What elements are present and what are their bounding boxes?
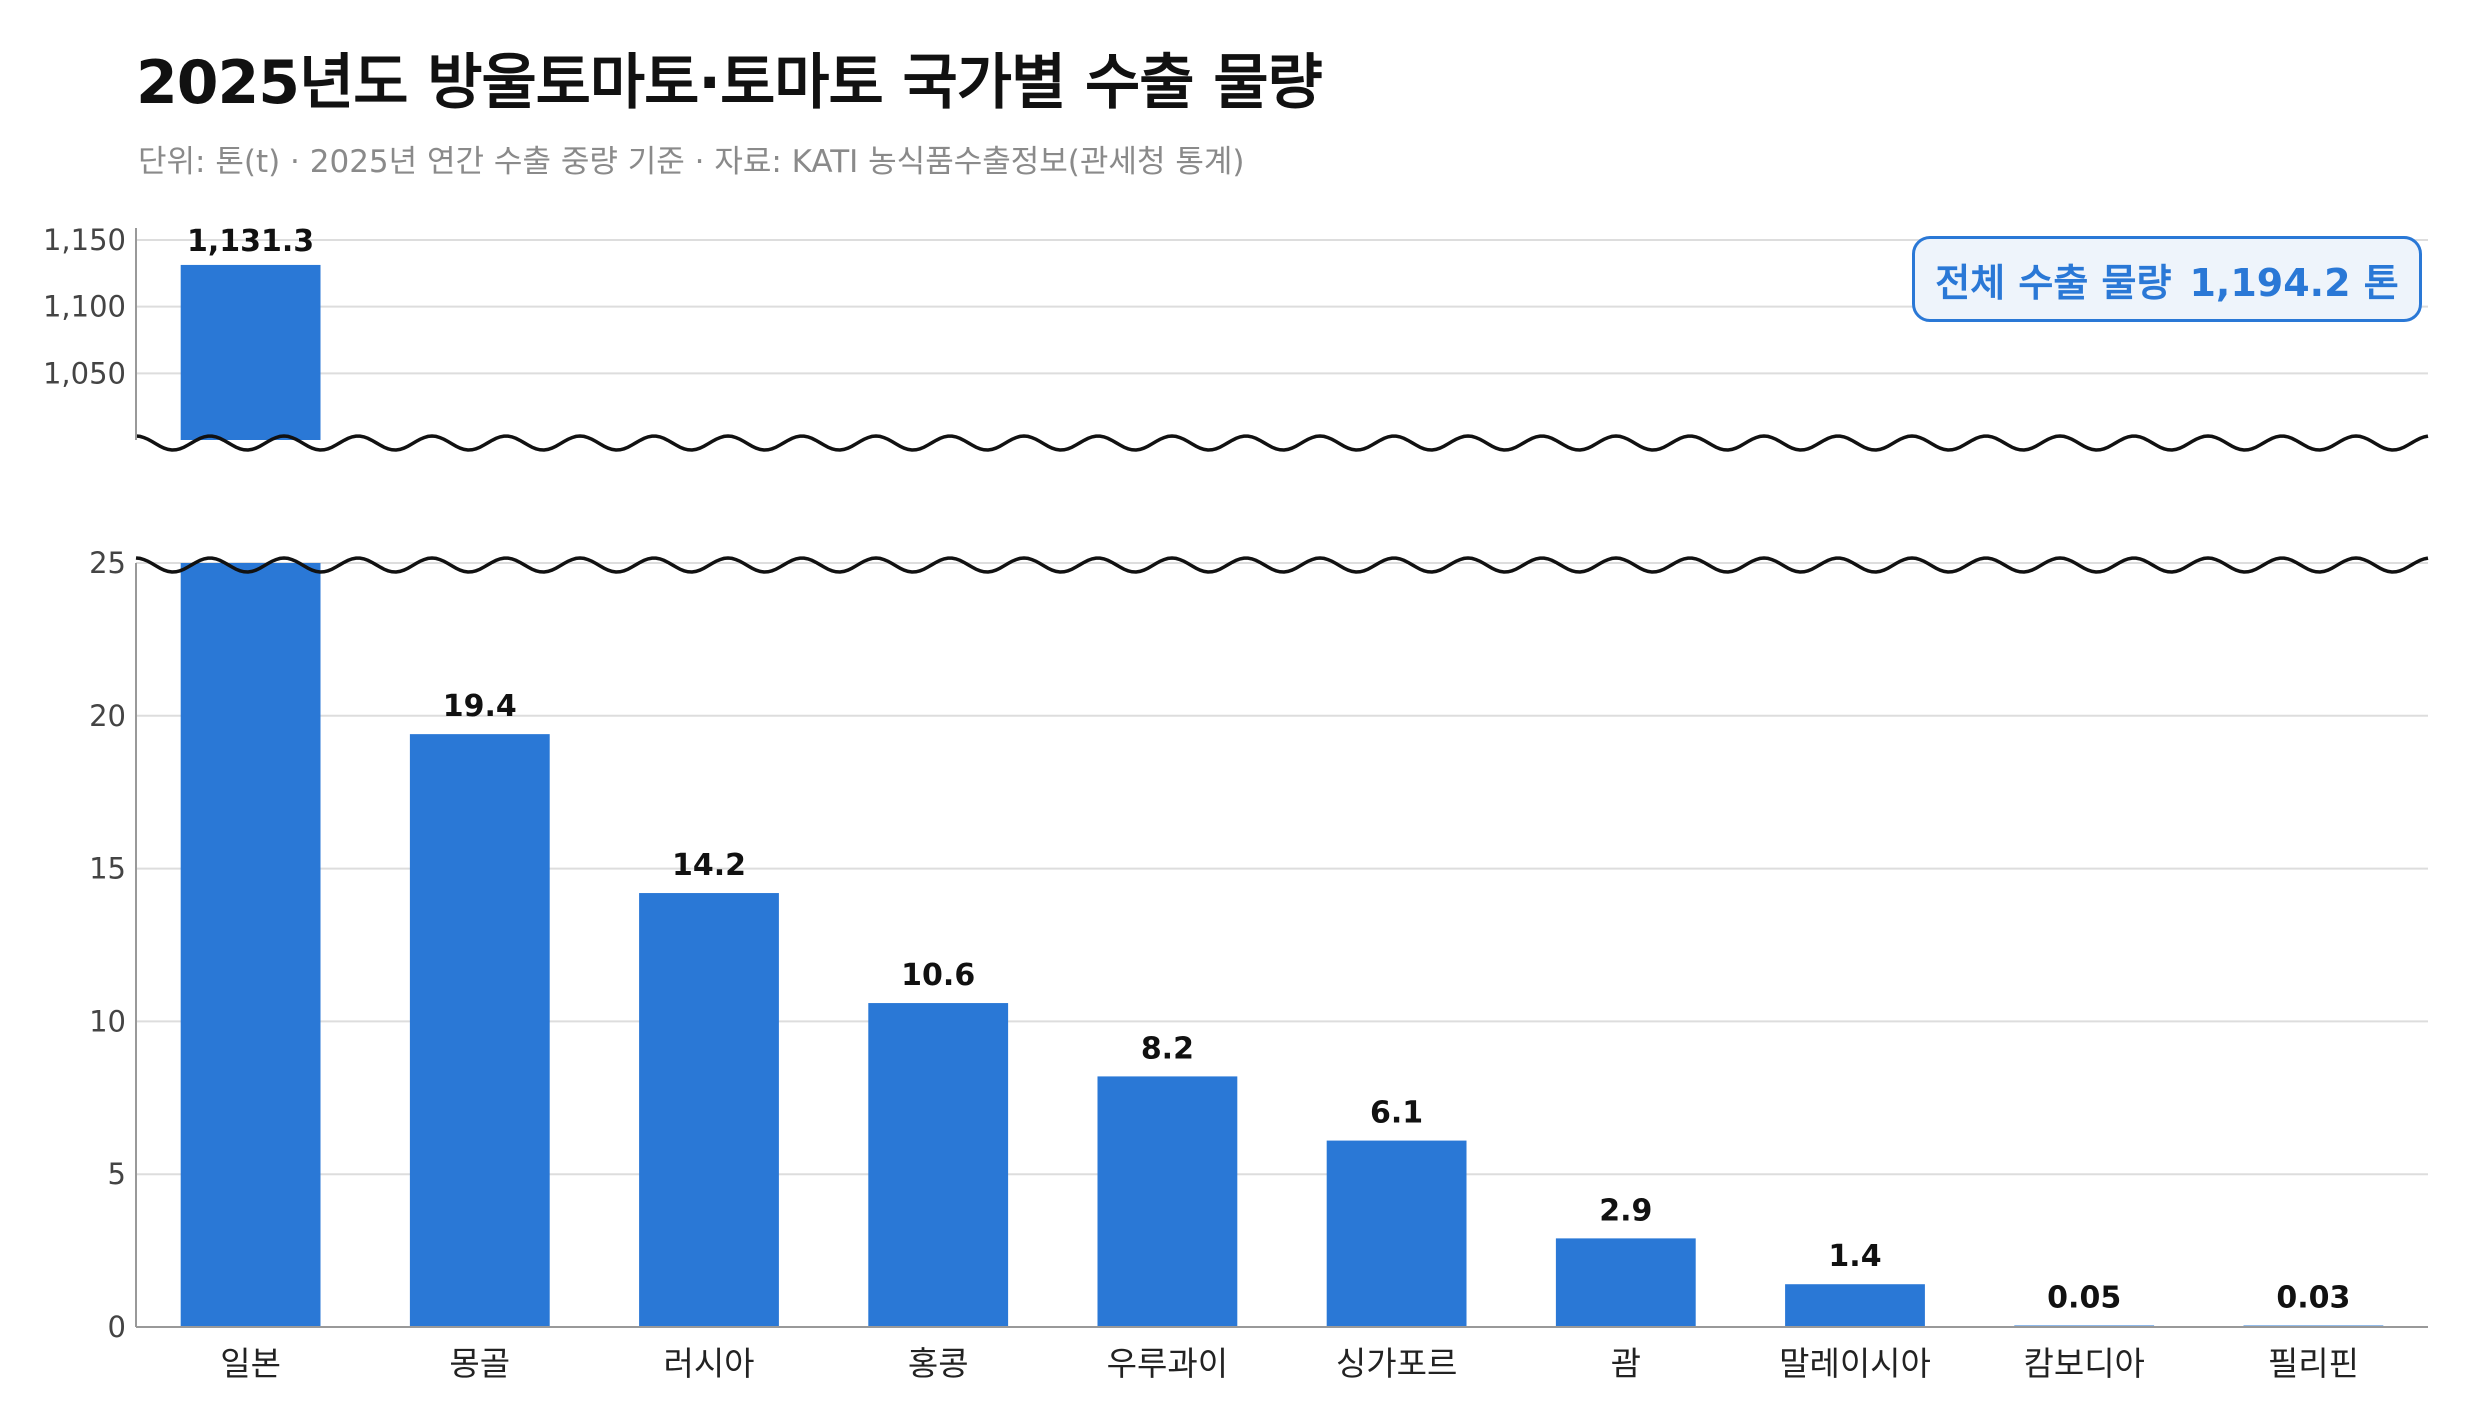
y-tick-label-lower: 25 (89, 546, 126, 580)
bar-싱가포르 (1326, 1140, 1467, 1327)
data-labels: 1,131.3 19.4 14.2 10.6 8.2 6.1 2.9 1.4 0.05 0.03 (187, 224, 2350, 1316)
y-tick-label-lower: 10 (89, 1004, 126, 1038)
data-label: 0.05 (2047, 1280, 2121, 1315)
y-tick-label-lower: 15 (89, 852, 126, 886)
total-export-label: 전체 수출 물량 (1935, 260, 2172, 305)
bar-괌 (1555, 1238, 1696, 1327)
bars (180, 264, 2384, 1327)
x-tick-label: 러시아 (663, 1344, 754, 1383)
y-tick-label-lower: 5 (108, 1157, 126, 1191)
data-label: 2.9 (1599, 1193, 1652, 1228)
total-export-value: 1,194.2 톤 (2189, 260, 2399, 305)
total-export-badge: 전체 수출 물량 1,194.2 톤 (1912, 236, 2422, 322)
data-label: 14.2 (672, 848, 746, 883)
chart-subtitle: 단위: 톤(t) · 2025년 연간 수출 중량 기준 · 자료: KATI … (138, 144, 1245, 180)
axis-break-wave-lower (135, 556, 2429, 574)
x-tick-label: 괌 (1611, 1344, 1641, 1383)
data-label: 10.6 (901, 958, 975, 993)
y-tick-label-upper: 1,150 (43, 223, 126, 257)
bar-일본-lower (180, 563, 321, 1327)
x-tick-label: 필리핀 (2268, 1344, 2359, 1383)
bar-일본-upper (180, 264, 321, 440)
y-tick-label-upper: 1,100 (43, 290, 126, 324)
axis-break-wave-upper (135, 434, 2429, 452)
x-tick-label: 말레이시아 (1779, 1344, 1931, 1383)
data-label: 6.1 (1370, 1096, 1423, 1131)
bar-말레이시아 (1785, 1284, 1925, 1327)
axis-break (135, 434, 2429, 574)
x-tick-label: 캄보디아 (2023, 1344, 2144, 1383)
x-tick-label: 일본 (220, 1344, 281, 1383)
data-label: 19.4 (443, 689, 517, 724)
bar-몽골 (409, 734, 550, 1327)
data-label: 1.4 (1828, 1239, 1881, 1274)
data-label: 1,131.3 (187, 224, 314, 259)
data-label: 0.03 (2276, 1281, 2350, 1316)
y-tick-label-lower: 20 (89, 699, 126, 733)
y-tick-label-lower: 0 (108, 1310, 126, 1344)
x-tick-label: 싱가포르 (1336, 1344, 1457, 1383)
axes: 0 5 10 15 20 25 1,050 1,100 1,150 일본 몽골 러시아 홍콩 우루과이 싱가… (43, 223, 2428, 1383)
data-label: 8.2 (1141, 1031, 1194, 1066)
bar-홍콩 (868, 1003, 1009, 1327)
x-tick-label: 홍콩 (908, 1344, 969, 1383)
bar-러시아 (639, 893, 779, 1327)
x-tick-label: 우루과이 (1107, 1344, 1228, 1383)
y-tick-label-upper: 1,050 (43, 356, 126, 390)
bar-우루과이 (1097, 1076, 1238, 1327)
x-tick-label: 몽골 (449, 1344, 510, 1383)
chart-title: 2025년도 방울토마토·토마토 국가별 수출 물량 (136, 48, 1323, 118)
